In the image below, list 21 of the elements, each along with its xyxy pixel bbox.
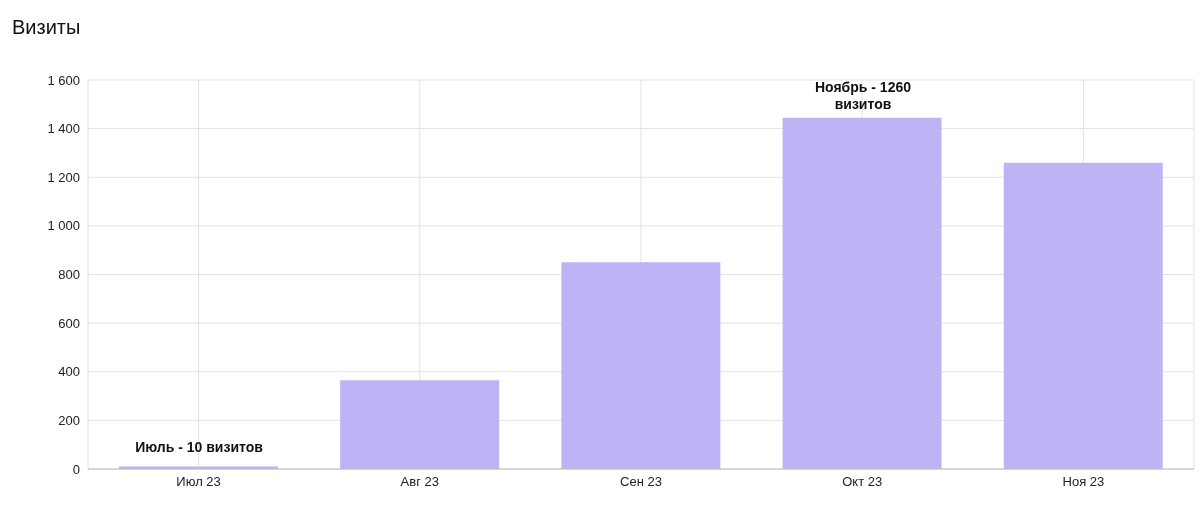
y-tick-label: 0 xyxy=(72,461,80,477)
y-tick-label: 400 xyxy=(58,364,80,380)
y-tick-label: 1 000 xyxy=(47,218,80,234)
annotation: Ноябрь - 1260 визитов xyxy=(813,79,912,113)
y-tick-label: 1 200 xyxy=(47,169,80,185)
y-tick-label: 1 600 xyxy=(47,72,80,88)
annotation: Июль - 10 визитов xyxy=(134,439,264,456)
bar xyxy=(340,380,500,469)
chart-title: Визиты xyxy=(12,16,81,39)
x-tick-label: Окт 23 xyxy=(842,474,883,490)
x-tick-label: Сен 23 xyxy=(620,474,662,490)
y-tick-label: 1 400 xyxy=(47,121,80,137)
bar xyxy=(1003,162,1163,469)
x-tick-label: Июл 23 xyxy=(176,474,221,490)
y-tick-label: 600 xyxy=(58,315,80,331)
y-tick-label: 200 xyxy=(58,412,80,428)
bar xyxy=(782,117,942,469)
x-tick-label: Ноя 23 xyxy=(1062,474,1105,490)
x-tick-label: Авг 23 xyxy=(400,474,439,490)
y-tick-label: 800 xyxy=(58,267,80,283)
bar xyxy=(561,262,721,469)
